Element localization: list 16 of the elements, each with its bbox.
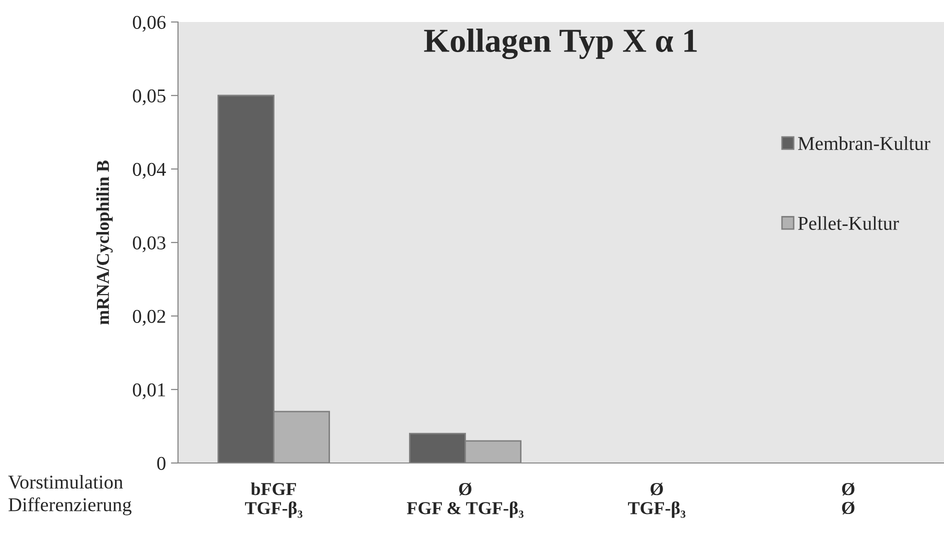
y-tick-label: 0 xyxy=(157,456,166,470)
legend-label: Pellet-Kultur xyxy=(798,216,899,230)
y-tick-label: 0,04 xyxy=(132,162,166,179)
legend-label: Membran-Kultur xyxy=(798,136,930,150)
y-tick-label: 0,02 xyxy=(132,310,166,326)
text: Vorstimulation Differenzierung xyxy=(8,475,132,516)
y-tick-label: 0,03 xyxy=(132,236,166,252)
x-tick-label: Ø Ø xyxy=(842,482,854,514)
y-tick-label: 0,01 xyxy=(132,383,166,400)
y-tick-label: 0,06 xyxy=(132,16,166,32)
x-tick-label: Ø FGF & TGF-β₃ xyxy=(406,482,524,518)
x-tick-label: Ø TGF-β₃ xyxy=(628,482,686,518)
y-tick-label: 0,05 xyxy=(132,89,166,106)
chart-title: Kollagen Typ X α 1 xyxy=(424,28,697,60)
x-tick-label: bFGF TGF-β₃ xyxy=(245,482,302,518)
y-axis-title: mRNA/Cyclophilin B xyxy=(96,160,113,325)
